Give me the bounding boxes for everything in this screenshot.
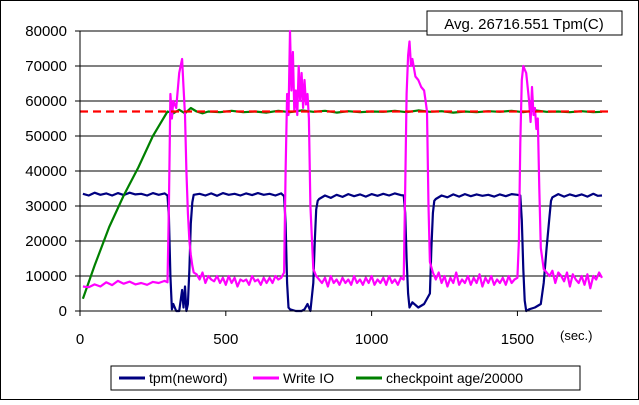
x-tick-label: 500	[213, 331, 238, 348]
y-tick-label: 10000	[25, 268, 67, 285]
y-tick-label: 30000	[25, 198, 67, 215]
y-tick-label: 20000	[25, 233, 67, 250]
y-tick-label: 50000	[25, 128, 67, 145]
y-tick-label: 60000	[25, 93, 67, 110]
tick-labels: 0100002000030000400005000060000700008000…	[25, 23, 534, 348]
x-tick-label: 1500	[501, 331, 534, 348]
y-tick-label: 0	[59, 303, 67, 320]
legend-label-write-io: Write IO	[283, 370, 334, 386]
x-tick-label: 0	[76, 331, 84, 348]
legend-label-checkpoint: checkpoint age/20000	[386, 370, 523, 386]
y-tick-label: 40000	[25, 163, 67, 180]
series-line-write-io	[82, 29, 603, 290]
x-tick-label: 1000	[355, 331, 388, 348]
y-tick-label: 70000	[25, 58, 67, 75]
y-tick-label: 80000	[25, 23, 67, 40]
annotation-text: Avg. 26716.551 Tpm(C)	[444, 16, 604, 33]
axes	[75, 30, 602, 316]
x-unit-label: (sec.)	[560, 328, 593, 343]
legend: tpm(neword) Write IO checkpoint age/2000…	[110, 365, 581, 391]
legend-label-tpm: tpm(neword)	[149, 370, 228, 386]
annotation-box: Avg. 26716.551 Tpm(C)	[426, 10, 623, 36]
